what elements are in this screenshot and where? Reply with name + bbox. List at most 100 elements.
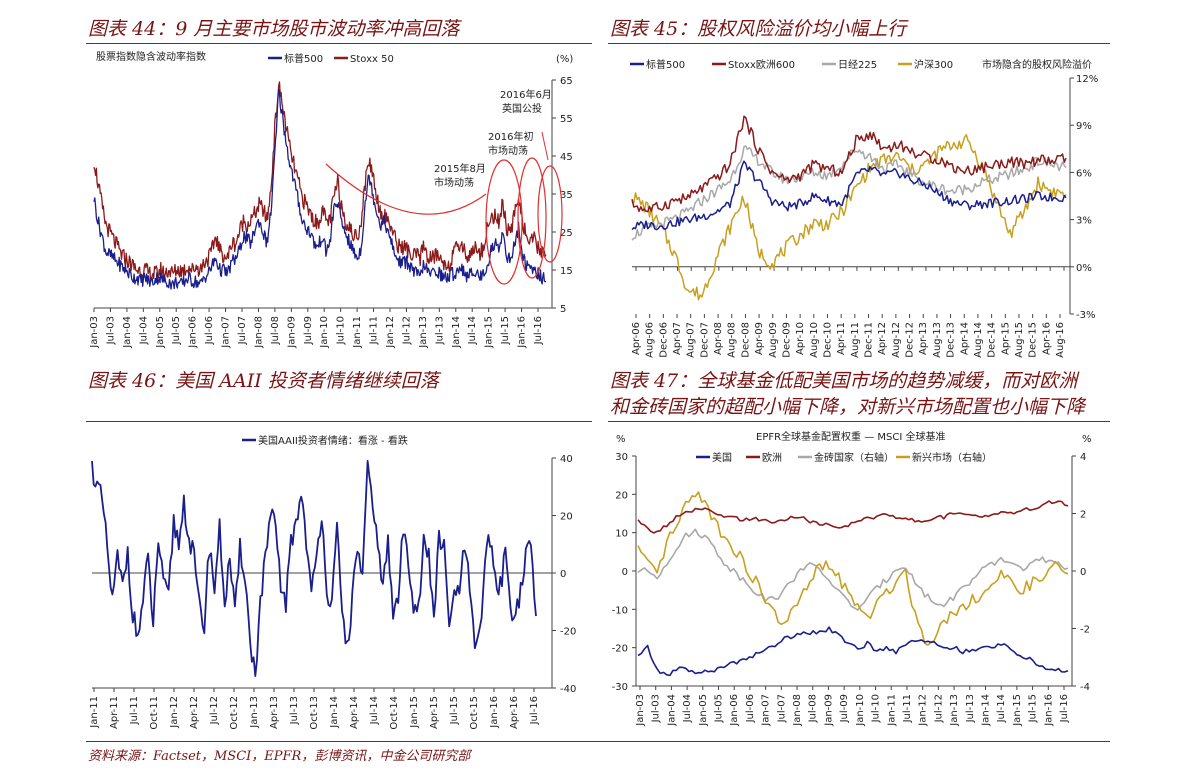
fig45-xtick-label: Apr-10 xyxy=(795,322,806,355)
fig44-chart: 股票指数隐含波动率指数 (%) 标普500 Stoxx 50 65 55 45 35 25 15 5… xyxy=(86,46,596,356)
fig45-xtick-label: Aug-09 xyxy=(768,322,779,358)
fig47-xtick-label: Jul-04 xyxy=(682,694,693,723)
fig44-title-rule xyxy=(86,43,592,44)
fig45-xtick-label: Aug-08 xyxy=(727,322,738,358)
fig44-xtick-label: Jan-11 xyxy=(352,316,363,349)
fig45-svg: 标普500 Stoxx欧洲600 日经225 沪深300 市场隐含的股权风险溢价 12% 9… xyxy=(608,46,1108,360)
fig45-series-line-0 xyxy=(631,160,1067,231)
fig44-xtick-label: Jul-16 xyxy=(533,316,544,345)
fig47-left-tick-label: 10 xyxy=(615,529,628,540)
fig46-ytick-label: 20 xyxy=(560,512,573,523)
fig45-xtick-label: Aug-15 xyxy=(1014,322,1025,358)
fig44-xtick-label: Jul-13 xyxy=(434,316,445,345)
fig47-xtick-label: Jul-11 xyxy=(902,694,913,723)
fig44-unit: (%) xyxy=(556,54,573,65)
fig44-ytick-label: 5 xyxy=(560,304,566,315)
fig47-xtick-label: Jan-15 xyxy=(1012,694,1023,727)
fig44-annotation-text: 2016年6月 xyxy=(500,88,552,101)
fig45-xtick-label: Dec-10 xyxy=(822,322,833,358)
footer-rule xyxy=(86,741,1110,742)
fig45-ytick-label: 0% xyxy=(1076,263,1092,274)
fig44-ytick-label: 45 xyxy=(560,152,573,163)
fig46-svg: 美国AAII投资者情绪：看涨 - 看跌 40 20 0 -20 -40 Jan-11 Apr-… xyxy=(86,424,596,736)
fig45-xtick-label: Apr-06 xyxy=(631,322,642,355)
fig47-xtick-label: Jan-09 xyxy=(823,694,834,727)
fig45-ytick-label: 3% xyxy=(1076,216,1092,227)
fig44-annotation-text: 市场动荡 xyxy=(434,176,474,189)
fig45-legend-label: 标普500 xyxy=(646,58,685,71)
source-note: 资料来源：Factset，MSCI，EPFR，彭博资讯，中金公司研究部 xyxy=(88,749,471,764)
fig46-xtick-label: Oct-11 xyxy=(149,696,160,730)
fig47-xtick-label: Jan-12 xyxy=(918,694,929,727)
fig46-ytick-label: -20 xyxy=(560,627,576,638)
fig44-legend-label: Stoxx 50 xyxy=(350,54,394,65)
fig46-title: 图表 46：美国 AAII 投资者情绪继续回落 xyxy=(88,370,439,392)
fig44-xtick-label: Jan-07 xyxy=(221,316,232,349)
fig46-xtick-label: Apr-16 xyxy=(509,696,520,729)
fig47-series-line-0 xyxy=(637,626,1069,677)
fig47-series-line-2 xyxy=(637,528,1069,611)
fig44-series-sp500-line xyxy=(93,88,547,290)
fig44-xtick-label: Jul-04 xyxy=(138,316,149,345)
fig47-left-tick-label: -10 xyxy=(612,605,628,616)
fig47-xtick-label: Jul-08 xyxy=(808,694,819,723)
fig47-subtitle: EPFR全球基金配置权重 — MSCI 全球基准 xyxy=(756,430,946,443)
fig47-legend-label: 新兴市场（右轴） xyxy=(912,451,992,464)
fig46-chart: 美国AAII投资者情绪：看涨 - 看跌 40 20 0 -20 -40 Jan-11 Apr-… xyxy=(86,424,596,736)
fig47-xtick-label: Jul-03 xyxy=(651,694,662,723)
fig47-right-tick-label: 0 xyxy=(1080,567,1086,578)
fig46-xtick-label: Apr-12 xyxy=(189,696,200,729)
fig44-ytick-label: 55 xyxy=(560,114,573,125)
fig47-xtick-label: Jul-14 xyxy=(996,694,1007,723)
fig45-xtick-label: Aug-10 xyxy=(809,322,820,358)
fig44-annotation-ellipse-2016 xyxy=(517,157,547,279)
fig45-xtick-label: Dec-13 xyxy=(946,322,957,358)
fig44-annotation-pointer xyxy=(541,131,549,161)
fig47-right-tick-label: 2 xyxy=(1080,510,1086,521)
fig47-left-tick-label: 30 xyxy=(615,452,628,463)
fig46-ytick-label: -40 xyxy=(560,684,576,695)
fig45-title: 图表 45：股权风险溢价均小幅上行 xyxy=(610,18,907,40)
fig46-legend-label: 美国AAII投资者情绪：看涨 - 看跌 xyxy=(258,434,408,447)
fig47-legend-label: 美国 xyxy=(712,451,732,464)
fig44-annotation-arrow xyxy=(325,163,487,215)
fig44-xtick-label: Jul-07 xyxy=(237,316,248,345)
fig45-xtick-label: Apr-16 xyxy=(1041,322,1052,355)
fig45-xtick-label: Aug-13 xyxy=(932,322,943,358)
fig44-xtick-label: Jul-06 xyxy=(204,316,215,345)
fig44-series-stoxx50-line xyxy=(93,81,547,283)
fig44-xtick-label: Jan-06 xyxy=(188,316,199,349)
fig44-xtick-label: Jul-15 xyxy=(500,316,511,345)
fig47-xtick-label: Jul-15 xyxy=(1028,694,1039,723)
fig47-left-tick-label: -30 xyxy=(612,682,628,693)
fig45-legend-label: 日经225 xyxy=(838,58,877,71)
fig47-xtick-label: Jan-06 xyxy=(729,694,740,727)
fig45-xtick-label: Apr-11 xyxy=(836,322,847,355)
fig47-xtick-label: Jul-06 xyxy=(745,694,756,723)
fig45-xtick-label: Aug-12 xyxy=(891,322,902,358)
fig46-xtick-label: Jul-11 xyxy=(129,696,140,725)
fig44-annotation-ellipse-2015 xyxy=(485,159,523,285)
fig47-xtick-label: Jul-09 xyxy=(839,694,850,723)
fig45-series-line-1 xyxy=(631,115,1067,213)
fig45-title-rule xyxy=(608,43,1110,44)
fig45-ytick-label: 9% xyxy=(1076,121,1092,132)
fig46-xtick-label: Jan-14 xyxy=(329,696,340,729)
fig45-ytick-label: 12% xyxy=(1076,74,1098,85)
fig47-xtick-label: Jul-05 xyxy=(714,694,725,723)
fig46-xtick-label: Apr-14 xyxy=(349,696,360,729)
fig45-subtitle: 市场隐含的股权风险溢价 xyxy=(982,58,1092,71)
fig46-xtick-label: Jan-15 xyxy=(409,696,420,729)
fig47-xtick-label: Jan-13 xyxy=(949,694,960,727)
fig45-xtick-label: Dec-06 xyxy=(658,322,669,358)
fig46-xtick-label: Jan-13 xyxy=(249,696,260,729)
fig47-xtick-label: Jul-07 xyxy=(776,694,787,723)
fig46-xtick-label: Jan-11 xyxy=(89,696,100,729)
fig46-xtick-label: Jan-12 xyxy=(169,696,180,729)
fig45-series-line-2 xyxy=(631,145,1067,241)
fig45-xtick-label: Dec-08 xyxy=(740,322,751,358)
fig44-ytick-label: 35 xyxy=(560,190,573,201)
fig47-xtick-label: Jan-08 xyxy=(792,694,803,727)
fig47-xtick-label: Jan-05 xyxy=(698,694,709,727)
fig47-right-unit: % xyxy=(1082,434,1092,445)
